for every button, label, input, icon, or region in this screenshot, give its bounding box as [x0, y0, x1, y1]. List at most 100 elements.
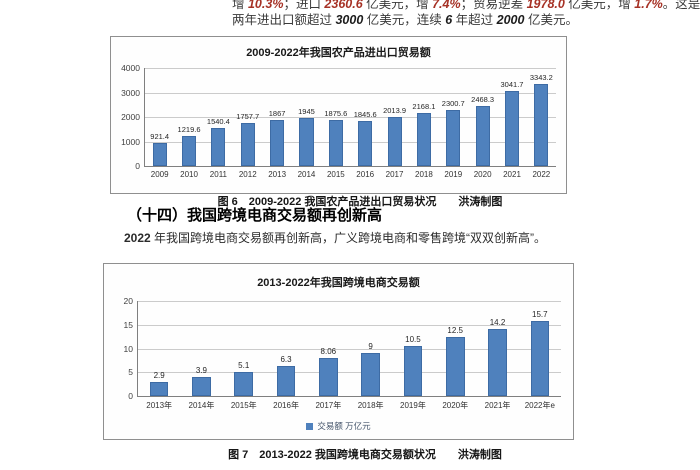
bar-value-label: 8.06 [320, 346, 337, 356]
x-tick-label: 2022年e [524, 401, 555, 410]
y-tick-label: 0 [135, 161, 140, 171]
bar [276, 366, 296, 396]
bar-column: 2168.1 [409, 68, 438, 166]
bar-column: 15.7 [519, 301, 561, 396]
bar [475, 105, 490, 166]
chart-title: 2009-2022年我国农产品进出口贸易额 [246, 47, 431, 59]
chart-title: 2013-2022年我国跨境电商交易额 [257, 277, 420, 289]
bar-series: 921.4 1219.6 1540.4 1757.7 1867 1945 1875.6 184… [145, 68, 556, 166]
x-tick-label: 2015年 [230, 401, 257, 410]
bar-value-label: 1219.6 [177, 125, 201, 135]
paragraph-line-1: 增 10.3%；进口 2360.6 亿美元，增 7.4%；贸易逆差 1978.0… [232, 0, 700, 12]
gridline [138, 348, 561, 350]
bar-column: 2.9 [138, 301, 180, 396]
bar-value-label: 1875.6 [324, 109, 348, 119]
bar [319, 357, 338, 396]
bar-column: 8.06 [307, 301, 349, 396]
bar-column: 12.5 [434, 301, 476, 396]
chart-plot-region: 0 1000 2000 3000 4000 921.4 1219.6 1540.4 1757.7… [117, 63, 558, 185]
x-tick-label: 2016 [356, 170, 375, 179]
bar-column: 9 [349, 301, 391, 396]
bar-value-label: 2.9 [153, 371, 165, 381]
plot-area: 0 5 10 15 20 2.9 3.9 5.1 6.3 8.06 9 10.5 12.5 14.2 15.… [124, 296, 561, 410]
text-run: 亿美元，增 [564, 0, 635, 11]
x-axis-labels: 2013年 2014年 2015年 2016年 2017年 2018年 2019年 2020年… [138, 396, 561, 411]
figure6-caption: 图 6 2009-2022 我国农产品进出口贸易状况 洪涛制图 [217, 196, 503, 208]
bar-column: 10.5 [392, 301, 434, 396]
highlight-number: 7.4% [432, 0, 461, 11]
x-tick-label: 2010 [180, 170, 198, 179]
x-tick-label: 2012 [238, 170, 257, 179]
text-run: ；进口 [283, 0, 325, 11]
y-tick-label: 3000 [121, 87, 140, 98]
bar-column: 2300.7 [439, 68, 468, 166]
bar [192, 377, 211, 396]
bar-value-label: 14.2 [489, 317, 506, 327]
highlight-number: 2360.6 [324, 0, 363, 11]
plot-area: 0 1000 2000 3000 4000 921.4 1219.6 1540.4 1757.7… [121, 63, 556, 179]
bold-number: 6 [445, 13, 453, 27]
bar [299, 118, 314, 166]
y-tick-label: 5 [128, 367, 133, 378]
bar-value-label: 1845.6 [353, 109, 377, 119]
bar-value-label: 3041.7 [500, 80, 524, 90]
bar-column: 1757.7 [233, 68, 262, 166]
bar-value-label: 3.9 [195, 366, 207, 376]
y-tick-label: 2000 [121, 112, 140, 122]
bar-value-label: 15.7 [532, 310, 548, 320]
bar [504, 91, 520, 166]
bar [530, 321, 550, 396]
section-paragraph: 2022 年我国跨境电商交易额再创新高，广义跨境电商和零售跨境“双双创新高”。 [124, 229, 546, 246]
text-run: 两年进出口额超过 [232, 13, 336, 27]
bar [211, 128, 226, 166]
bar-value-label: 10.5 [405, 335, 421, 345]
bar [416, 112, 431, 166]
x-tick-label: 2011 [209, 170, 227, 179]
x-tick-label: 2019年 [400, 401, 426, 410]
text-run: 。这是我国连续 [662, 0, 700, 11]
highlight-number: 1.7% [634, 0, 663, 11]
text-run: 亿美元。 [524, 13, 578, 27]
bar [182, 136, 197, 166]
bar-value-label: 5.1 [238, 360, 250, 370]
bar-column: 6.3 [265, 301, 307, 396]
text-run: 年超过 [452, 13, 497, 27]
bar-value-label: 2013.9 [383, 105, 407, 115]
highlight-number: 1978.0 [526, 0, 565, 11]
legend-swatch-icon [306, 423, 314, 430]
text-run: 亿美元，连续 [363, 13, 446, 27]
x-tick-label: 2019 [444, 170, 463, 179]
bar-value-label: 9 [368, 342, 373, 352]
bar [445, 336, 465, 396]
bar [446, 109, 461, 166]
bar-value-label: 2168.1 [412, 101, 436, 111]
x-tick-label: 2013年 [146, 401, 173, 410]
x-tick-label: 2020 [473, 170, 492, 179]
bar [358, 120, 373, 166]
x-tick-label: 2021 [503, 170, 521, 179]
chart-ecommerce-panel: 2013-2022年我国跨境电商交易额 0 5 10 15 20 2.9 3.9 5.1 6.3… [103, 263, 574, 440]
gridline [145, 141, 556, 143]
x-tick-label: 2018 [415, 170, 433, 179]
text-run: 亿美元，增 [362, 0, 433, 11]
legend-label: 交易额 万亿元 [317, 421, 371, 431]
bar [387, 116, 402, 166]
bar [488, 328, 507, 396]
bar-column: 1845.6 [351, 68, 380, 166]
bar-value-label: 1945 [298, 107, 315, 117]
bar-column: 1875.6 [321, 68, 350, 166]
y-tick-label: 0 [128, 391, 133, 401]
x-tick-label: 2016年 [273, 401, 299, 410]
bar-column: 14.2 [476, 301, 518, 396]
bar [240, 122, 255, 166]
x-tick-label: 2021年 [484, 401, 511, 410]
bar-column: 3343.2 [527, 68, 556, 166]
bar-column: 2013.9 [380, 68, 409, 166]
x-tick-label: 2017 [385, 170, 404, 179]
chart-legend: 交易额 万亿元 [104, 420, 573, 432]
bar-value-label: 6.3 [280, 355, 292, 365]
x-tick-label: 2018年 [357, 401, 384, 410]
bar-value-label: 3343.2 [529, 73, 553, 83]
x-tick-label: 2014 [297, 170, 316, 179]
